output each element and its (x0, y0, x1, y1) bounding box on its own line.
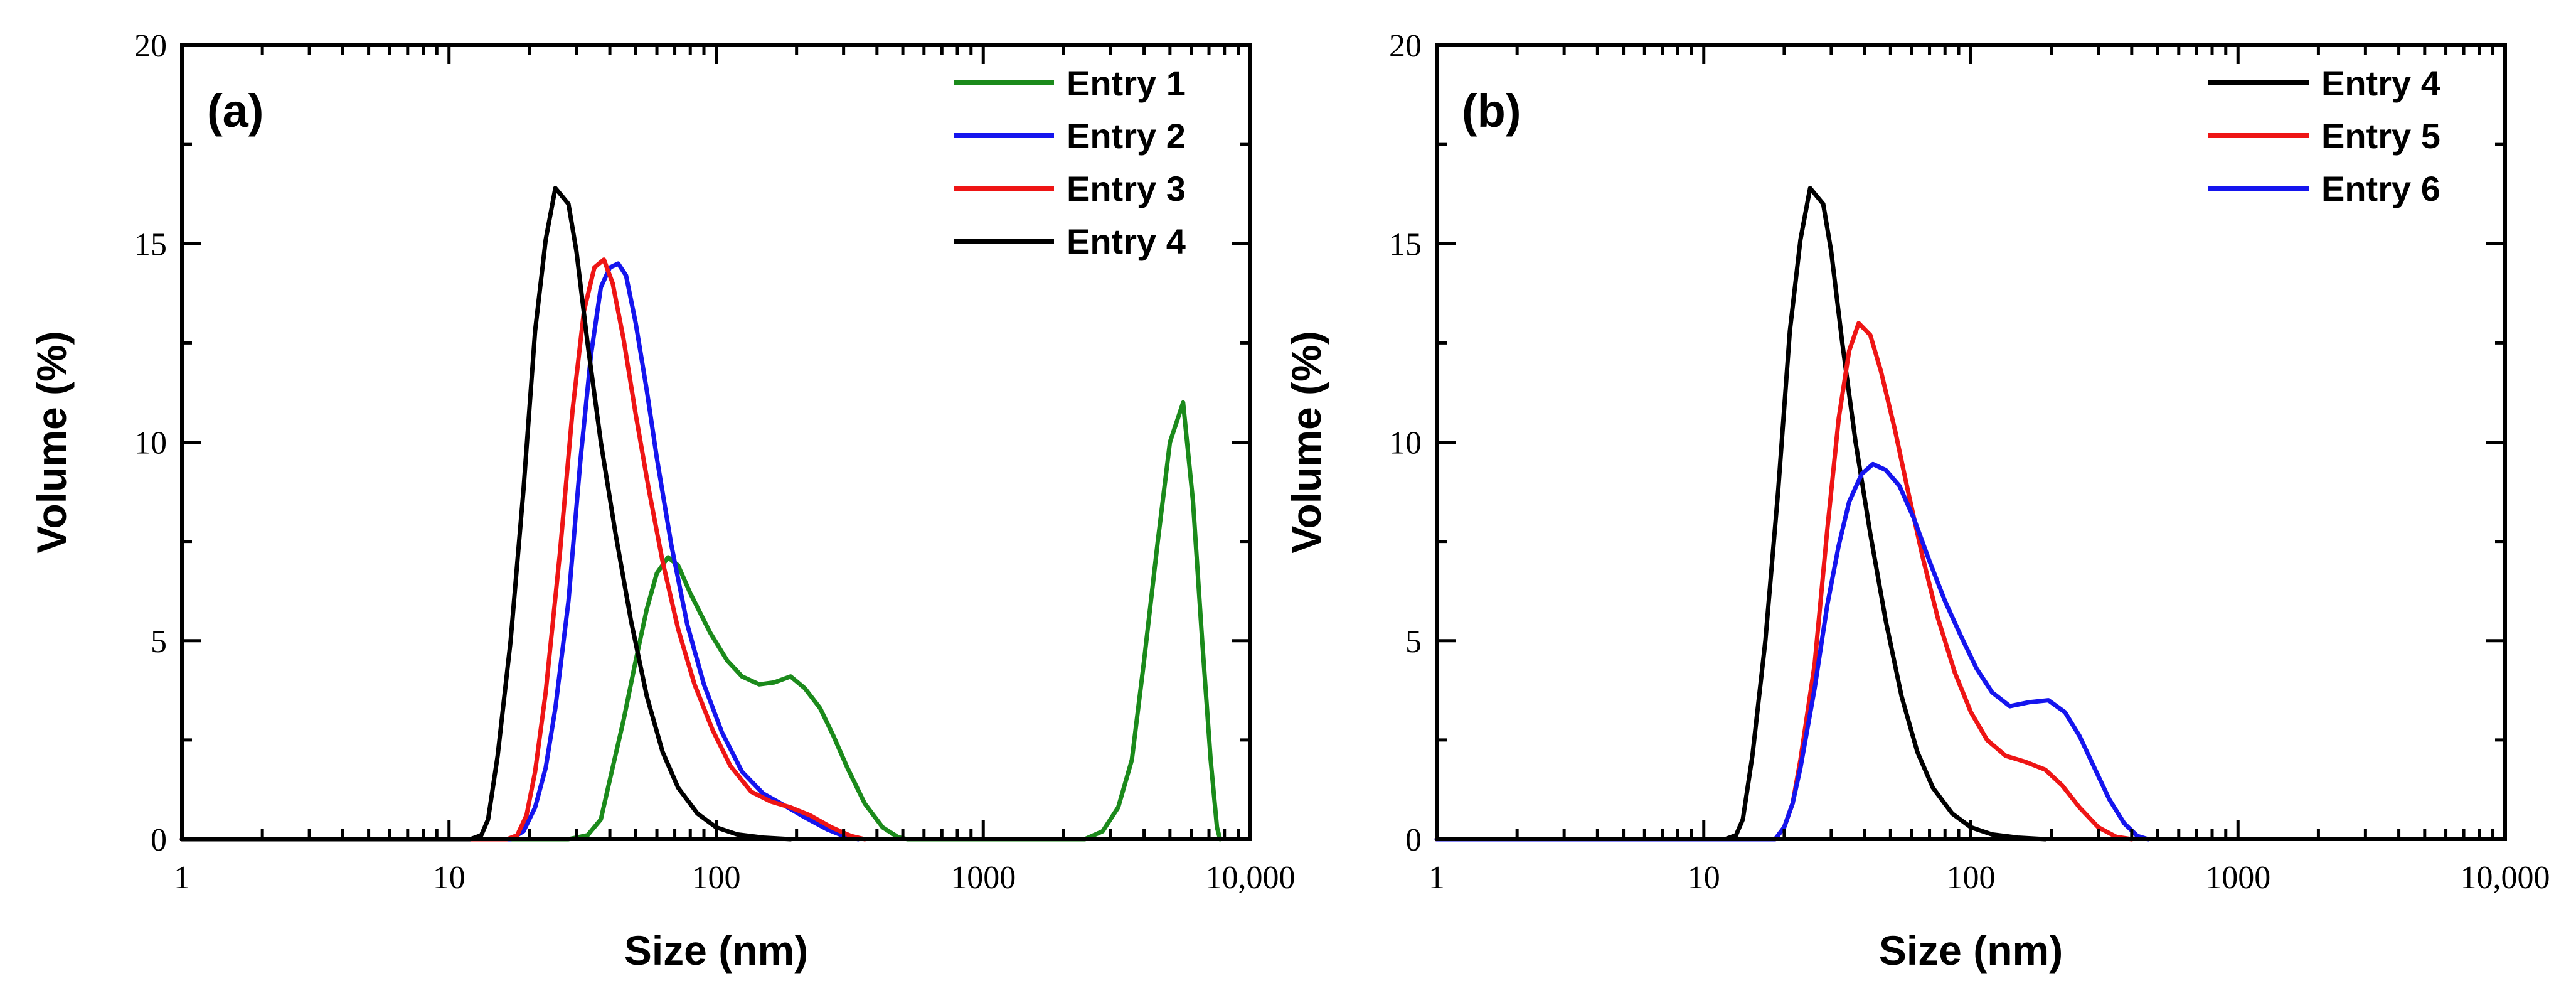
chart2-legend-label: Entry 5 (2321, 116, 2440, 156)
chart1-legend: Entry 1 Entry 2 Entry 3 Entry 4 (954, 63, 1186, 261)
chart2-legend: Entry 4 Entry 5 Entry 6 (2208, 63, 2440, 208)
chart1-legend-label: Entry 3 (1067, 169, 1186, 208)
chart2-series-entry-4-line (1434, 186, 2048, 842)
chart1-x-tick-label: 10,000 (1206, 860, 1296, 896)
chart1-y-tick-label: 10 (134, 426, 167, 461)
chart1-series-entry-3-line (179, 257, 867, 842)
chart1-x-tick-label: 100 (692, 860, 741, 896)
chart2-y-tick-label: 5 (1405, 624, 1422, 660)
chart1-legend-label: Entry 4 (1067, 222, 1186, 261)
chart2-y-tick-label: 0 (1405, 822, 1422, 858)
chart2: 1 10 100 1000 10,000 0 5 10 15 20 Size (nm) Volume … (1283, 28, 2550, 974)
chart1-y-tick-label: 15 (134, 227, 167, 262)
chart2-legend-label: Entry 4 (2321, 63, 2440, 103)
chart1-x-axis-title: Size (nm) (624, 927, 808, 974)
chart1-y-tick-label: 0 (151, 822, 167, 858)
chart1-x-tick-label: 10 (433, 860, 466, 896)
chart2-legend-label: Entry 6 (2321, 169, 2440, 208)
chart1-x-tick-label: 1 (174, 860, 190, 896)
chart1-y-tick-label: 20 (134, 28, 167, 64)
chart2-y-axis-title: Volume (%) (1283, 331, 1329, 553)
chart1-panel-label: (a) (207, 85, 263, 137)
chart1-y-tick-label: 5 (151, 624, 167, 660)
chart1-series-entry-4-line (179, 186, 793, 842)
chart1: 1 10 100 1000 10,000 0 5 10 15 20 Size (nm) Volume … (28, 28, 1296, 974)
chart2-y-tick-label: 10 (1389, 426, 1422, 461)
chart2-panel-label: (b) (1462, 85, 1521, 137)
chart2-series-entry-5-line (1434, 321, 2134, 842)
chart1-x-tick-label: 1000 (950, 860, 1016, 896)
chart2-x-tick-label: 10,000 (2461, 860, 2550, 896)
chart2-x-axis-title: Size (nm) (1879, 927, 2063, 974)
chart2-x-tick-label: 1000 (2205, 860, 2270, 896)
chart1-series-entry-1-line (179, 400, 1223, 842)
chart2-x-tick-label: 100 (1947, 860, 1996, 896)
chart1-legend-label: Entry 2 (1067, 116, 1186, 156)
chart1-y-axis-title: Volume (%) (28, 331, 75, 553)
chart1-legend-label: Entry 1 (1067, 63, 1186, 103)
chart2-series-entry-6-line (1434, 461, 2151, 842)
chart2-plot-frame (1435, 43, 2507, 841)
chart2-y-tick-label: 15 (1389, 227, 1422, 262)
chart2-x-tick-label: 1 (1429, 860, 1445, 896)
chart2-x-tick-label: 10 (1688, 860, 1720, 896)
chart2-y-tick-label: 20 (1389, 28, 1422, 64)
